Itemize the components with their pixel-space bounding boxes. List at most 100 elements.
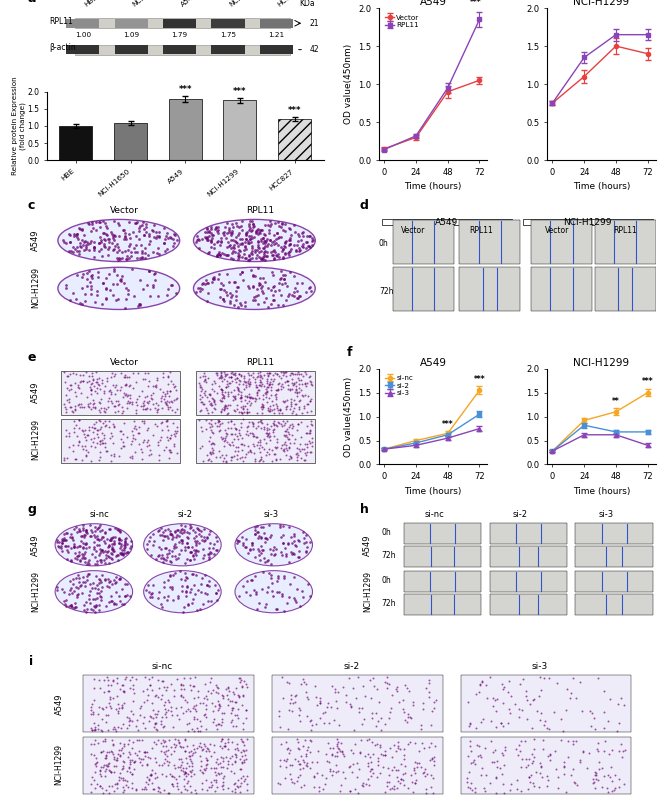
Point <box>258 401 268 414</box>
Point <box>284 238 294 251</box>
Text: 1.00: 1.00 <box>75 32 91 39</box>
Point <box>94 780 105 793</box>
Point <box>240 251 251 264</box>
Point <box>102 674 113 687</box>
Point <box>110 530 120 543</box>
Point <box>221 374 232 387</box>
Point <box>205 749 216 762</box>
Point <box>198 398 209 411</box>
Point <box>194 527 205 540</box>
Point <box>177 756 187 769</box>
Point <box>486 715 496 728</box>
Point <box>72 378 83 391</box>
Point <box>219 434 230 447</box>
Point <box>233 743 244 756</box>
Point <box>217 689 228 702</box>
Point <box>262 369 273 382</box>
Point <box>219 392 229 405</box>
Text: si-2: si-2 <box>178 510 193 519</box>
Point <box>161 441 171 454</box>
Point <box>301 536 312 549</box>
Point <box>100 526 111 539</box>
Point <box>203 233 213 246</box>
Point <box>205 781 216 794</box>
Point <box>132 393 142 406</box>
Point <box>87 421 98 434</box>
Point <box>213 444 224 457</box>
Point <box>174 737 185 749</box>
Point <box>302 236 312 249</box>
Point <box>147 697 158 710</box>
Point <box>75 525 86 538</box>
Point <box>153 436 164 449</box>
Point <box>202 753 213 766</box>
Point <box>304 590 315 603</box>
Point <box>535 707 546 720</box>
Point <box>80 580 91 592</box>
Point <box>297 739 308 752</box>
Point <box>200 231 211 244</box>
Point <box>272 603 282 616</box>
Point <box>243 234 254 247</box>
Point <box>94 414 104 427</box>
Point <box>207 392 218 405</box>
Point <box>254 415 265 427</box>
Point <box>182 718 193 731</box>
Point <box>537 771 547 784</box>
Point <box>147 764 157 777</box>
Point <box>256 415 266 428</box>
Point <box>126 540 137 553</box>
Point <box>348 746 359 759</box>
Point <box>227 375 237 388</box>
Point <box>290 407 301 420</box>
Point <box>159 746 169 759</box>
Point <box>213 767 224 780</box>
Point <box>254 250 265 263</box>
Point <box>181 571 192 584</box>
Point <box>165 555 175 568</box>
Point <box>473 749 484 762</box>
Point <box>117 270 128 283</box>
Point <box>102 229 113 242</box>
Point <box>280 247 290 260</box>
Point <box>102 533 112 546</box>
Point <box>242 445 253 458</box>
Point <box>187 756 198 769</box>
Point <box>201 414 211 427</box>
Point <box>85 380 96 393</box>
Point <box>70 377 81 390</box>
Point <box>198 696 209 709</box>
Point <box>105 533 116 546</box>
Point <box>221 427 231 440</box>
Point <box>234 675 245 688</box>
Point <box>407 775 417 788</box>
Point <box>213 415 223 428</box>
Point <box>505 707 516 720</box>
Point <box>288 270 299 283</box>
Point <box>170 393 181 406</box>
Point <box>244 427 255 440</box>
Point <box>223 380 233 393</box>
Point <box>109 750 120 763</box>
Point <box>294 386 305 398</box>
Point <box>332 735 343 748</box>
Point <box>248 417 258 430</box>
Point <box>108 421 119 434</box>
Point <box>504 784 515 797</box>
Point <box>242 407 252 419</box>
Point <box>567 735 578 748</box>
Point <box>185 683 196 696</box>
Point <box>278 605 289 617</box>
Point <box>77 282 88 295</box>
Point <box>204 781 215 794</box>
Point <box>293 448 304 461</box>
Point <box>76 579 86 592</box>
Point <box>347 766 357 778</box>
Point <box>142 770 153 783</box>
Point <box>292 583 303 596</box>
Point <box>165 568 175 581</box>
Point <box>161 553 171 566</box>
Point <box>218 391 229 404</box>
Point <box>424 753 435 766</box>
Point <box>185 780 195 793</box>
